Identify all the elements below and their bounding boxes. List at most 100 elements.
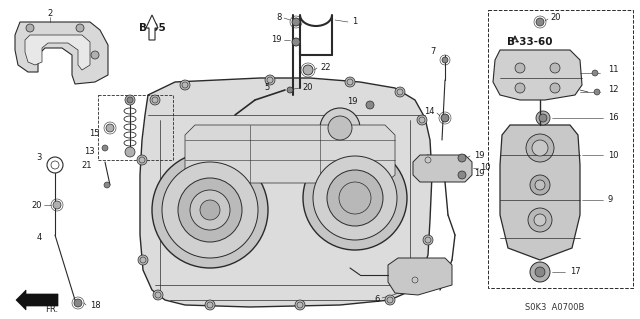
Circle shape: [526, 134, 554, 162]
Text: 19: 19: [474, 168, 484, 177]
Circle shape: [287, 87, 293, 93]
Text: 22: 22: [320, 63, 330, 72]
Circle shape: [178, 178, 242, 242]
Text: 7: 7: [431, 48, 436, 56]
Polygon shape: [146, 15, 158, 40]
Text: 19: 19: [271, 35, 282, 44]
Circle shape: [106, 124, 114, 132]
Circle shape: [74, 299, 82, 307]
Circle shape: [295, 300, 305, 310]
Circle shape: [530, 175, 550, 195]
Text: 18: 18: [90, 300, 100, 309]
Circle shape: [366, 101, 374, 109]
Circle shape: [137, 155, 147, 165]
Text: 16: 16: [608, 114, 619, 122]
Circle shape: [91, 51, 99, 59]
Circle shape: [530, 262, 550, 282]
Circle shape: [76, 24, 84, 32]
Polygon shape: [388, 258, 452, 295]
Circle shape: [303, 146, 407, 250]
Circle shape: [153, 290, 163, 300]
Circle shape: [339, 182, 371, 214]
Circle shape: [345, 77, 355, 87]
Text: 20: 20: [302, 83, 312, 92]
Circle shape: [592, 70, 598, 76]
Circle shape: [534, 214, 546, 226]
Circle shape: [458, 171, 466, 179]
Circle shape: [303, 65, 313, 75]
Circle shape: [125, 147, 135, 157]
Circle shape: [515, 63, 525, 73]
Circle shape: [594, 89, 600, 95]
Text: 13: 13: [84, 147, 95, 157]
Text: 17: 17: [570, 268, 580, 277]
Circle shape: [410, 275, 420, 285]
Circle shape: [442, 57, 448, 63]
Circle shape: [292, 18, 300, 26]
Circle shape: [102, 145, 108, 151]
Circle shape: [150, 95, 160, 105]
Circle shape: [528, 208, 552, 232]
Circle shape: [205, 300, 215, 310]
Text: 6: 6: [374, 295, 380, 305]
Circle shape: [441, 114, 449, 122]
Circle shape: [539, 114, 547, 122]
Polygon shape: [16, 290, 58, 310]
Circle shape: [327, 170, 383, 226]
Text: 10: 10: [480, 164, 490, 173]
Circle shape: [423, 155, 433, 165]
Text: 9: 9: [608, 196, 613, 204]
Circle shape: [515, 83, 525, 93]
Polygon shape: [15, 22, 108, 84]
Polygon shape: [413, 155, 472, 182]
Circle shape: [125, 95, 135, 105]
Circle shape: [320, 108, 360, 148]
Circle shape: [395, 87, 405, 97]
Circle shape: [190, 190, 230, 230]
Circle shape: [152, 152, 268, 268]
Circle shape: [385, 295, 395, 305]
Circle shape: [162, 162, 258, 258]
Circle shape: [458, 154, 466, 162]
Circle shape: [127, 97, 133, 103]
Text: B-33-60: B-33-60: [508, 37, 553, 47]
Circle shape: [550, 83, 560, 93]
Circle shape: [26, 24, 34, 32]
Text: 2: 2: [47, 10, 52, 19]
Circle shape: [550, 63, 560, 73]
Circle shape: [532, 140, 548, 156]
Polygon shape: [500, 125, 580, 260]
Circle shape: [535, 180, 545, 190]
Bar: [488, 10, 633, 288]
Text: 20: 20: [31, 201, 42, 210]
Polygon shape: [185, 125, 395, 183]
Circle shape: [292, 38, 300, 46]
Circle shape: [535, 267, 545, 277]
Circle shape: [417, 115, 427, 125]
Circle shape: [53, 201, 61, 209]
Circle shape: [265, 75, 275, 85]
Text: 12: 12: [608, 85, 618, 94]
Text: 19: 19: [348, 98, 358, 107]
Polygon shape: [140, 78, 432, 307]
Text: 1: 1: [352, 18, 357, 26]
Text: 11: 11: [608, 65, 618, 75]
Text: 5: 5: [265, 84, 270, 93]
Circle shape: [200, 200, 220, 220]
Circle shape: [423, 235, 433, 245]
Polygon shape: [493, 50, 582, 100]
Text: 21: 21: [81, 160, 92, 169]
Text: 14: 14: [424, 108, 435, 116]
Text: 4: 4: [36, 234, 42, 242]
Text: 19: 19: [474, 151, 484, 160]
Text: 8: 8: [276, 13, 282, 23]
Circle shape: [313, 156, 397, 240]
Circle shape: [536, 111, 550, 125]
Text: B-35: B-35: [139, 23, 165, 33]
Circle shape: [328, 116, 352, 140]
Circle shape: [536, 18, 544, 26]
Text: FR.: FR.: [45, 306, 58, 315]
Circle shape: [104, 182, 110, 188]
Text: 20: 20: [550, 13, 561, 23]
Text: 3: 3: [36, 153, 42, 162]
